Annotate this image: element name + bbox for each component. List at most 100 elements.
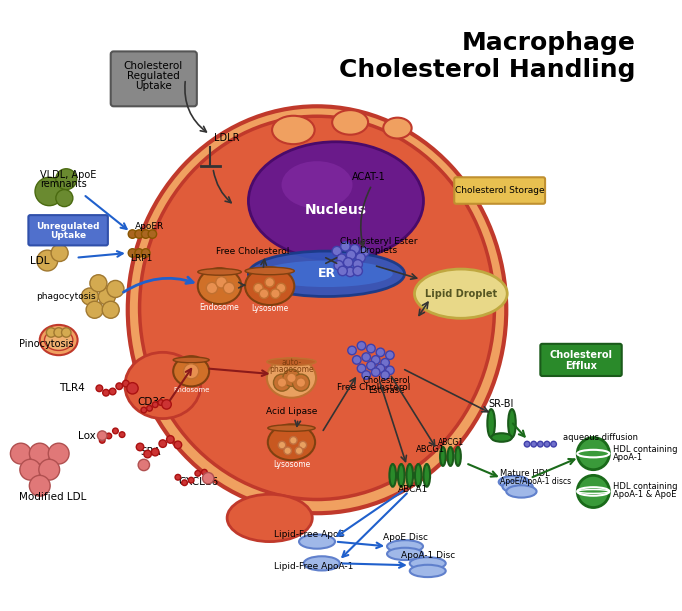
Circle shape [98, 288, 115, 305]
Ellipse shape [455, 447, 461, 466]
Circle shape [116, 383, 123, 390]
Circle shape [577, 437, 610, 470]
Circle shape [216, 277, 227, 288]
Circle shape [141, 230, 150, 238]
Ellipse shape [447, 447, 454, 466]
Ellipse shape [267, 358, 316, 365]
Circle shape [188, 477, 194, 483]
FancyBboxPatch shape [110, 51, 197, 106]
Circle shape [206, 282, 218, 294]
Text: ApoE/ApoA-1 discs: ApoE/ApoA-1 discs [500, 477, 571, 486]
Text: CD36: CD36 [137, 398, 166, 408]
Circle shape [359, 247, 369, 257]
Ellipse shape [499, 476, 529, 488]
Text: ABCA1: ABCA1 [398, 485, 429, 494]
Text: Endosome: Endosome [200, 304, 239, 312]
Circle shape [152, 402, 158, 408]
Circle shape [357, 364, 366, 373]
Circle shape [334, 260, 344, 270]
Text: Pinocytosis: Pinocytosis [19, 339, 74, 349]
Text: ApoA-1 & ApoE: ApoA-1 & ApoE [613, 490, 677, 499]
Circle shape [138, 459, 149, 470]
Circle shape [123, 380, 129, 387]
Circle shape [254, 284, 263, 293]
Ellipse shape [415, 269, 507, 318]
Ellipse shape [44, 329, 73, 351]
Circle shape [537, 441, 543, 447]
Text: Efflux: Efflux [565, 360, 597, 371]
Circle shape [10, 443, 31, 464]
Circle shape [86, 301, 103, 318]
Ellipse shape [491, 433, 512, 442]
Text: Regulated: Regulated [127, 71, 179, 81]
Circle shape [147, 406, 152, 411]
Circle shape [90, 275, 107, 292]
Circle shape [356, 253, 366, 263]
Circle shape [51, 244, 68, 262]
Ellipse shape [227, 494, 312, 541]
Circle shape [353, 356, 361, 364]
Text: Endosome: Endosome [173, 387, 209, 393]
Circle shape [100, 437, 105, 443]
Text: ER: ER [317, 267, 336, 280]
Circle shape [39, 459, 59, 480]
Ellipse shape [40, 325, 78, 355]
Circle shape [295, 447, 303, 455]
Circle shape [284, 447, 291, 455]
Circle shape [385, 351, 394, 359]
Circle shape [385, 366, 394, 375]
Ellipse shape [268, 424, 315, 460]
Text: Uptake: Uptake [50, 232, 86, 241]
Text: SRA: SRA [140, 447, 160, 456]
Circle shape [35, 177, 63, 206]
FancyBboxPatch shape [454, 177, 545, 204]
Circle shape [48, 443, 69, 464]
Ellipse shape [272, 115, 314, 144]
Circle shape [174, 441, 181, 448]
Circle shape [332, 246, 342, 256]
Text: Cholesterol: Cholesterol [550, 350, 612, 360]
Circle shape [109, 388, 116, 395]
Text: Cholesterol Storage: Cholesterol Storage [455, 186, 544, 195]
Text: Free Cholesterol: Free Cholesterol [337, 383, 411, 392]
Text: Mature HDL: Mature HDL [500, 469, 550, 478]
Circle shape [162, 400, 171, 409]
Circle shape [362, 353, 370, 361]
Text: Lysosome: Lysosome [251, 304, 288, 313]
Ellipse shape [389, 464, 396, 487]
Ellipse shape [173, 357, 209, 363]
Circle shape [337, 254, 346, 263]
Text: Free Cholesterol: Free Cholesterol [216, 247, 289, 255]
Circle shape [376, 348, 385, 357]
Circle shape [195, 470, 201, 476]
Circle shape [345, 267, 355, 277]
Ellipse shape [410, 565, 446, 577]
Circle shape [278, 378, 286, 387]
Circle shape [183, 364, 198, 379]
Circle shape [151, 448, 159, 456]
Circle shape [56, 169, 76, 189]
Circle shape [265, 277, 274, 287]
Circle shape [56, 189, 73, 207]
Ellipse shape [128, 106, 506, 513]
Text: ApoA-1: ApoA-1 [613, 453, 643, 462]
Ellipse shape [506, 485, 537, 497]
Circle shape [20, 459, 41, 480]
Circle shape [344, 258, 353, 267]
Ellipse shape [387, 547, 423, 560]
Circle shape [353, 260, 362, 269]
Text: Lox: Lox [78, 431, 95, 441]
Circle shape [166, 436, 174, 443]
Ellipse shape [140, 116, 494, 500]
Circle shape [103, 389, 109, 396]
Ellipse shape [410, 557, 446, 569]
Circle shape [276, 284, 286, 293]
Ellipse shape [282, 161, 353, 208]
Ellipse shape [508, 409, 516, 437]
Circle shape [106, 433, 112, 439]
Circle shape [203, 472, 214, 484]
Ellipse shape [440, 447, 446, 466]
Text: ABCG1: ABCG1 [416, 445, 445, 455]
Ellipse shape [398, 464, 404, 487]
Ellipse shape [248, 142, 424, 260]
